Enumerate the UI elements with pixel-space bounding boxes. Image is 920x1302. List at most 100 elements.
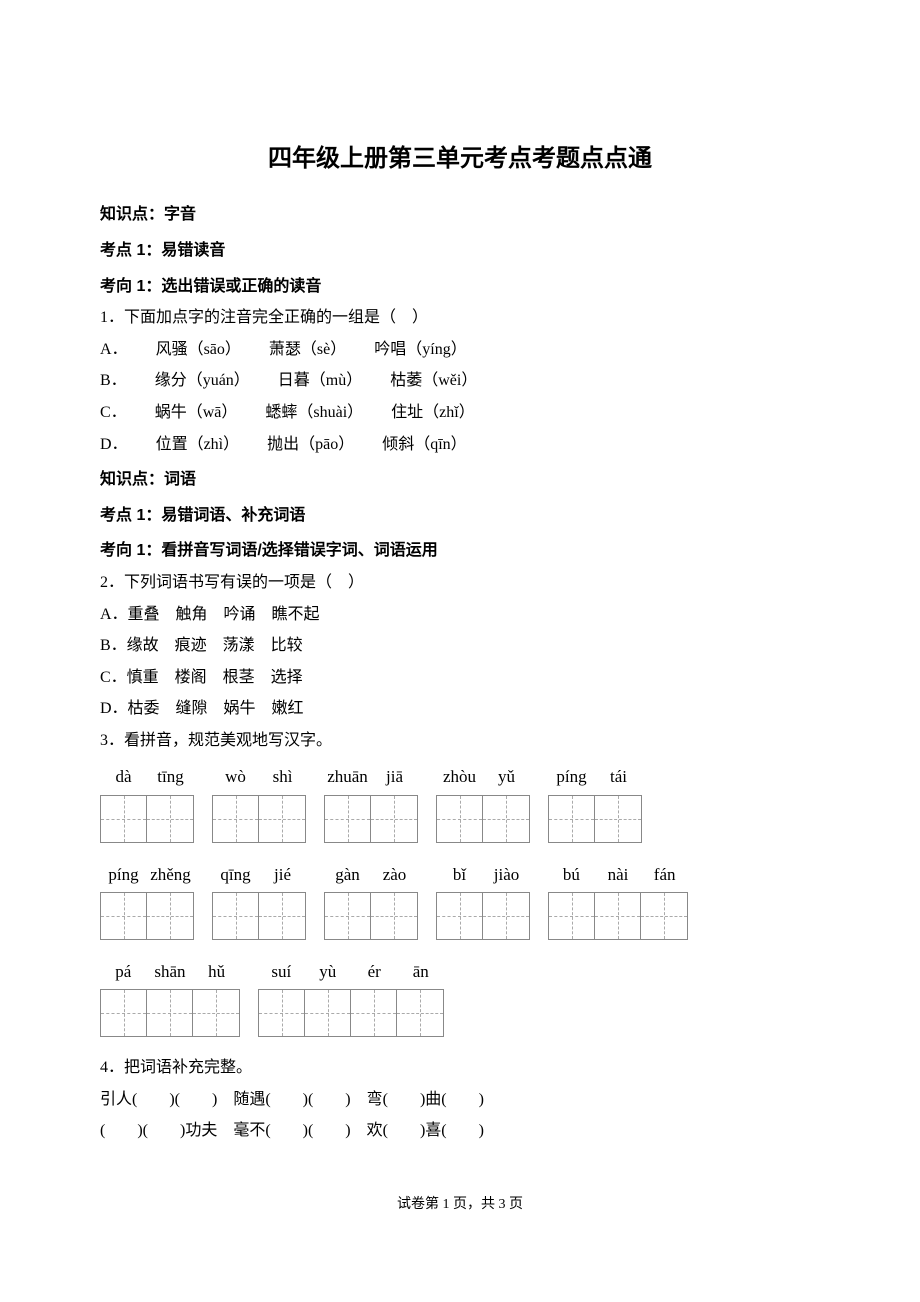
char-cell: [483, 796, 529, 842]
pinyin-label-row: zhuānjiā: [324, 763, 418, 790]
pinyin-row-2: píngzhěngqīngjiégànzàobǐjiàobúnàifán: [100, 861, 820, 940]
pinyin-box: búnàifán: [548, 861, 688, 940]
char-cell: [259, 990, 305, 1036]
pinyin-label-row: páshānhǔ: [100, 958, 240, 985]
opt-item: 倾斜（qīn）: [382, 432, 466, 458]
char-cell: [193, 990, 239, 1036]
opt-item: 缘分（yuán）: [155, 368, 250, 394]
opt-item: 住址（zhǐ）: [391, 400, 475, 426]
char-grid: [212, 795, 306, 843]
kaoxiang-2: 考向 1：看拼音写词语/选择错误字词、词语运用: [100, 538, 820, 564]
kaoxiang-1: 考向 1：选出错误或正确的读音: [100, 274, 820, 300]
pinyin-box: bǐjiào: [436, 861, 530, 940]
pinyin-syllable: jiào: [484, 861, 530, 888]
pinyin-syllable: bǐ: [437, 861, 483, 888]
char-grid: [100, 892, 194, 940]
pinyin-syllable: píng: [549, 763, 595, 790]
pinyin-label-row: dàtīng: [100, 763, 194, 790]
pinyin-syllable: hǔ: [194, 958, 240, 985]
char-cell: [147, 796, 193, 842]
opt-label: D．: [100, 432, 128, 458]
pinyin-row-3: páshānhǔ suíyùérān: [100, 958, 820, 1037]
q2-option-b: B．缘故 痕迹 荡漾 比较: [100, 633, 820, 659]
char-grid: [100, 989, 240, 1037]
pinyin-box: gànzào: [324, 861, 418, 940]
q2-option-a: A．重叠 触角 吟诵 瞧不起: [100, 602, 820, 628]
kaodian-2: 考点 1：易错词语、补充词语: [100, 503, 820, 529]
pinyin-syllable: yǔ: [484, 763, 530, 790]
question-1: 1．下面加点字的注音完全正确的一组是（ ）: [100, 305, 820, 331]
fill-text: ( )( )功夫 毫不( )( ) 欢( )喜( ): [100, 1122, 484, 1139]
question-2: 2．下列词语书写有误的一项是（ ）: [100, 570, 820, 596]
char-cell: [595, 893, 641, 939]
opt-item: 抛出（pāo）: [267, 432, 354, 458]
char-cell: [549, 796, 595, 842]
opt-item: 蜗牛（wā）: [155, 400, 238, 426]
pinyin-syllable: bú: [548, 861, 594, 888]
opt-label: C．: [100, 400, 127, 426]
char-cell: [371, 796, 417, 842]
pinyin-syllable: dà: [101, 763, 147, 790]
opt-label: B．: [100, 368, 127, 394]
q1-option-a: A．风骚（sāo）萧瑟（sè）吟唱（yíng）: [100, 337, 820, 363]
opt-item: 日暮（mù）: [278, 368, 362, 394]
q4-line-1: 引人( )( ) 随遇( )( ) 弯( )曲( ): [100, 1087, 820, 1113]
pinyin-syllable: wò: [213, 763, 259, 790]
char-grid: [212, 892, 306, 940]
pinyin-label-row: wòshì: [212, 763, 306, 790]
char-cell: [325, 893, 371, 939]
pinyin-label-row: píngtái: [548, 763, 642, 790]
pinyin-syllable: ér: [351, 958, 397, 985]
pinyin-box: dàtīng: [100, 763, 194, 842]
opt-item: 蟋蟀（shuài）: [265, 400, 363, 426]
char-cell: [213, 796, 259, 842]
char-cell: [397, 990, 443, 1036]
opt-item: 位置（zhì）: [156, 432, 240, 458]
pinyin-box: píngzhěng: [100, 861, 194, 940]
pinyin-syllable: yù: [305, 958, 351, 985]
char-grid: [100, 795, 194, 843]
pinyin-syllable: jiā: [372, 763, 418, 790]
pinyin-syllable: zhěng: [148, 861, 194, 888]
opt-item: 枯萎（wěi）: [390, 368, 477, 394]
pinyin-syllable: tái: [596, 763, 642, 790]
char-grid: [548, 892, 688, 940]
pinyin-box: zhòuyǔ: [436, 763, 530, 842]
char-grid: [258, 989, 444, 1037]
char-cell: [259, 796, 305, 842]
pinyin-syllable: gàn: [325, 861, 371, 888]
char-grid: [436, 892, 530, 940]
pinyin-label-row: qīngjié: [212, 861, 306, 888]
pinyin-label-row: gànzào: [324, 861, 418, 888]
q2-option-d: D．枯委 缝隙 娲牛 嫩红: [100, 696, 820, 722]
pinyin-box: wòshì: [212, 763, 306, 842]
pinyin-label-row: búnàifán: [548, 861, 688, 888]
pinyin-box: qīngjié: [212, 861, 306, 940]
question-4: 4．把词语补充完整。: [100, 1055, 820, 1081]
q1-option-b: B． 缘分（yuán） 日暮（mù） 枯萎（wěi）: [100, 368, 820, 394]
q1-option-c: C． 蜗牛（wā） 蟋蟀（shuài） 住址（zhǐ）: [100, 400, 820, 426]
char-cell: [483, 893, 529, 939]
section-heading-ciyu: 知识点：词语: [100, 467, 820, 493]
pinyin-syllable: nài: [595, 861, 641, 888]
char-grid: [436, 795, 530, 843]
char-cell: [371, 893, 417, 939]
page-footer: 试卷第 1 页，共 3 页: [100, 1194, 820, 1216]
pinyin-syllable: suí: [258, 958, 304, 985]
pinyin-syllable: píng: [101, 861, 147, 888]
char-cell: [101, 893, 147, 939]
char-cell: [325, 796, 371, 842]
q4-line-2: ( )( )功夫 毫不( )( ) 欢( )喜( ): [100, 1118, 820, 1144]
fill-text: 引人( )( ) 随遇( )( ) 弯( )曲( ): [100, 1091, 484, 1108]
char-cell: [213, 893, 259, 939]
pinyin-syllable: zhuān: [325, 763, 371, 790]
pinyin-syllable: shān: [147, 958, 193, 985]
opt-item: 风骚（sāo）: [156, 337, 241, 363]
pinyin-syllable: jié: [260, 861, 306, 888]
opt-label: A．: [100, 337, 128, 363]
pinyin-syllable: qīng: [213, 861, 259, 888]
char-cell: [595, 796, 641, 842]
pinyin-label-row: suíyùérān: [258, 958, 444, 985]
char-cell: [437, 796, 483, 842]
pinyin-syllable: zào: [372, 861, 418, 888]
